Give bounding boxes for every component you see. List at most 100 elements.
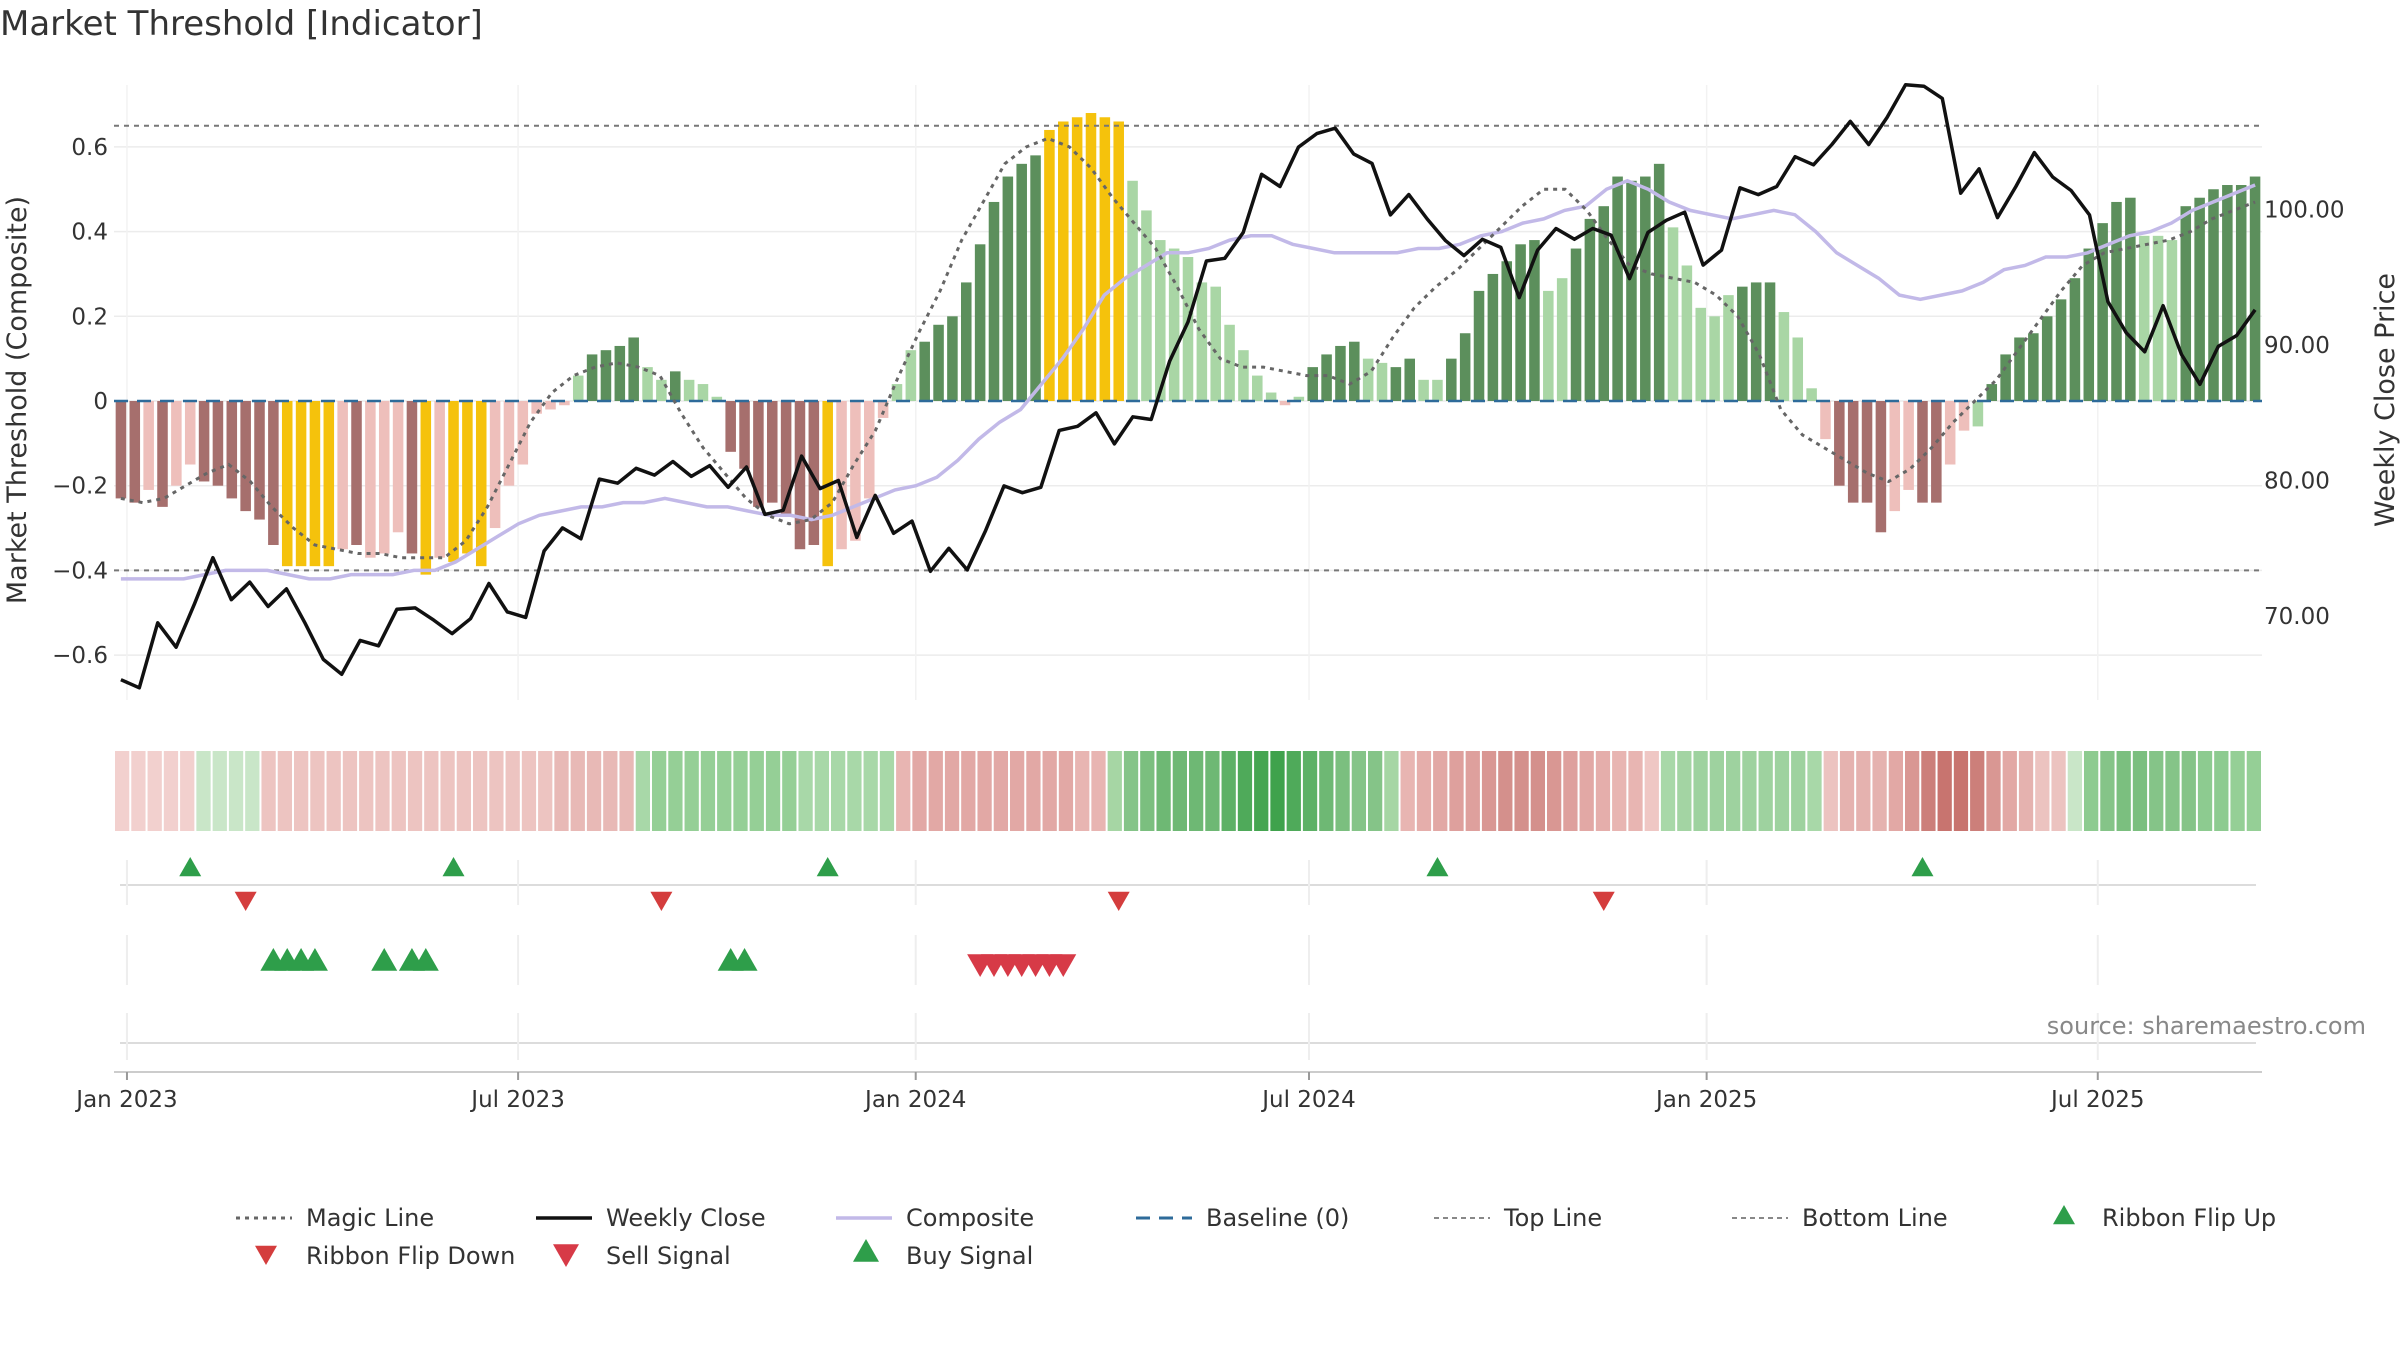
ribbon-cell (2116, 751, 2131, 831)
composite-bar (2000, 354, 2011, 401)
composite-bar (406, 401, 418, 554)
composite-bar (850, 401, 861, 541)
composite-bar (739, 401, 750, 469)
composite-bar (392, 401, 404, 533)
ribbon-cell (521, 751, 537, 831)
composite-line (120, 178, 2256, 581)
axis-ticks: 0.6 0.4 0.2 0 −0.2 −0.4 −0.6 100.00 90.00 80.00 70… (52, 135, 2344, 669)
composite-bar (212, 401, 224, 486)
composite-bar (462, 401, 473, 554)
composite-bar (1778, 312, 1790, 401)
composite-bar (794, 401, 806, 550)
composite-bar (2222, 185, 2233, 401)
ribbon-cell (1726, 751, 1741, 831)
composite-bar (1196, 282, 1208, 401)
ribbon-flip-down-marker (650, 891, 673, 911)
composite-bar (323, 401, 335, 567)
ribbon-cell (1075, 751, 1090, 831)
x-tick-label: Jul 2024 (1260, 1087, 1356, 1113)
composite-bar (1016, 163, 1027, 401)
composite-bar (1390, 367, 1402, 401)
composite-bar (448, 401, 459, 562)
composite-bar (974, 244, 986, 401)
composite-bar (184, 401, 196, 465)
ribbon-cell (2002, 751, 2017, 831)
ribbon-cell (1368, 751, 1383, 831)
ribbon-cell (1872, 751, 1887, 831)
legend-label: Magic Line (306, 1204, 434, 1232)
legend-label: Ribbon Flip Up (2102, 1204, 2276, 1232)
reference-lines (114, 124, 2262, 572)
ribbon-cell (1058, 751, 1074, 831)
ribbon-cell (586, 751, 602, 831)
composite-bar (600, 350, 612, 401)
buy-signal-marker (731, 948, 758, 971)
composite-bar (2069, 278, 2081, 401)
composite-bar (1986, 384, 1998, 401)
composite-bar (2235, 185, 2247, 401)
y-tick-label: 0 (93, 389, 108, 415)
composite-bar (1362, 358, 1374, 401)
composite-bars (115, 113, 2261, 575)
y2-tick-label: 100.00 (2264, 198, 2344, 224)
ribbon-cell (2230, 751, 2245, 831)
weekly-close-line (120, 83, 2257, 690)
composite-bar (1376, 362, 1388, 401)
ribbon-cell (1091, 751, 1106, 831)
ribbon-cell (928, 751, 943, 831)
ribbon-cell (1189, 751, 1204, 831)
ribbon-cell (1107, 751, 1122, 831)
buy-signal-marker (301, 948, 328, 971)
x-tick-label: Jan 2023 (74, 1087, 177, 1113)
ribbon-cell (115, 751, 130, 831)
ribbon-cell (1970, 751, 1985, 831)
ribbon-flip-down-marker (1107, 891, 1130, 911)
ribbon-cell (424, 751, 439, 831)
composite-bar (1834, 401, 1845, 486)
legend-label: Weekly Close (606, 1204, 766, 1232)
composite-bar (1279, 401, 1291, 406)
ribbon-cell (863, 751, 878, 831)
legend-ribbon-flip-up-icon (2053, 1205, 2075, 1225)
ribbon-cell (603, 751, 618, 831)
ribbon-cell (2084, 751, 2099, 831)
composite-bar (143, 401, 154, 490)
ribbon-cell (1579, 751, 1594, 831)
ribbon-flip-up-marker (1426, 857, 1449, 877)
composite-bar (2028, 333, 2039, 401)
ribbon-cell (1302, 751, 1318, 831)
composite-bar (1556, 278, 1568, 401)
ribbon-cell (2051, 751, 2066, 831)
composite-bar (1307, 367, 1318, 401)
composite-bar (1473, 290, 1485, 401)
composite-bar (1917, 401, 1928, 503)
composite-bar (780, 401, 792, 516)
ribbon-cell (456, 751, 471, 831)
ribbon-cell (1644, 751, 1659, 831)
composite-bar (351, 401, 362, 545)
ribbon-cell (180, 751, 195, 831)
ribbon-cell (1758, 751, 1773, 831)
ribbon-cell (1530, 751, 1545, 831)
ribbon-cell (554, 751, 569, 831)
composite-bar (281, 401, 293, 567)
y2-tick-label: 90.00 (2264, 333, 2330, 359)
legend-ribbon-flip-down-icon (255, 1245, 277, 1265)
composite-bar (475, 401, 487, 567)
composite-bar (1141, 210, 1152, 401)
ribbon-cell (1709, 751, 1724, 831)
series-lines (120, 83, 2257, 690)
ribbon-cell (1433, 751, 1448, 831)
composite-bar (2194, 197, 2205, 401)
composite-bar (669, 371, 681, 401)
composite-bar (1099, 117, 1111, 401)
ribbon-cell (2100, 751, 2115, 831)
ribbon-cell (277, 751, 292, 831)
ribbon-cell (1335, 751, 1350, 831)
y-tick-label: −0.4 (52, 558, 108, 584)
composite-bar (1695, 307, 1707, 401)
composite-bar (1418, 379, 1429, 401)
ribbon-cell (196, 751, 211, 831)
ribbon-cell (944, 751, 960, 831)
ribbon-cell (1791, 751, 1806, 831)
